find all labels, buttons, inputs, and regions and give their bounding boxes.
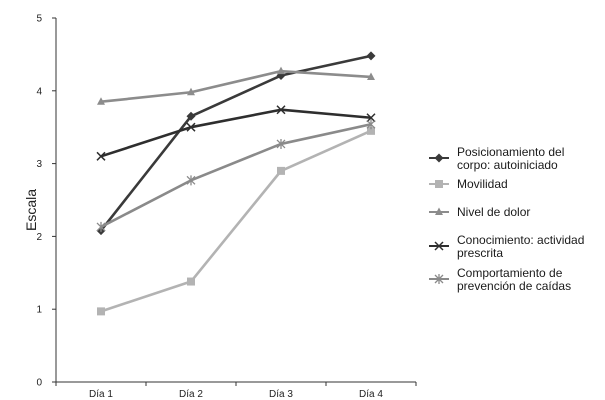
data-point xyxy=(277,66,285,75)
data-point xyxy=(276,138,286,149)
data-point xyxy=(366,113,376,123)
legend-item-2: Movilidad xyxy=(429,177,508,191)
legend-label: Conocimiento: actividad xyxy=(457,233,584,247)
data-point xyxy=(96,221,106,232)
chart-axes: 0 1 2 3 4 5 Día 1 Día 2 Día 3 Día 4 xyxy=(36,14,417,400)
data-point xyxy=(187,87,195,96)
y-tick-label: 2 xyxy=(36,232,42,243)
legend-label: Comportamiento de xyxy=(457,266,563,280)
series-5 xyxy=(96,119,376,232)
y-tick-label: 5 xyxy=(36,14,42,25)
data-point xyxy=(96,151,106,161)
data-point xyxy=(186,111,196,121)
series-line xyxy=(100,123,372,229)
data-point xyxy=(366,51,376,61)
series-line xyxy=(100,69,372,104)
data-point xyxy=(277,166,285,175)
data-point xyxy=(367,126,375,135)
y-tick-label: 3 xyxy=(36,159,42,170)
y-tick-label: 1 xyxy=(36,305,42,316)
legend-label: prevención de caídas xyxy=(457,279,571,293)
data-point xyxy=(97,307,105,316)
series-line xyxy=(100,129,372,313)
series-3 xyxy=(97,66,375,105)
y-axis-label-group: Escala xyxy=(23,189,39,231)
data-point xyxy=(276,105,286,115)
legend-swatch-marker xyxy=(434,153,444,163)
legend-swatch-marker xyxy=(435,207,443,215)
x-tick-label: Día 3 xyxy=(269,389,293,400)
data-point xyxy=(186,175,196,186)
y-tick-label: 4 xyxy=(36,86,42,97)
legend-label: Movilidad xyxy=(457,177,508,191)
data-point xyxy=(187,277,195,286)
x-tick-label: Día 2 xyxy=(179,389,203,400)
series-line xyxy=(100,108,372,158)
data-point xyxy=(367,72,375,80)
legend-label: Nivel de dolor xyxy=(457,205,530,219)
y-axis-label: Escala xyxy=(23,189,39,231)
legend-swatch-marker xyxy=(434,241,444,251)
legend-swatch-marker xyxy=(434,274,444,284)
data-point xyxy=(97,97,105,105)
series-2 xyxy=(97,126,375,316)
legend-swatch-marker xyxy=(435,180,443,188)
legend-label: Posicionamiento del xyxy=(457,145,564,159)
data-point xyxy=(366,119,376,130)
y-tick-label: 0 xyxy=(36,378,42,389)
legend-item-3: Nivel de dolor xyxy=(429,205,530,219)
data-point xyxy=(186,122,196,132)
x-tick-label: Día 4 xyxy=(359,389,383,400)
legend-label: corpo: autoiniciado xyxy=(457,158,558,172)
chart-series xyxy=(96,51,376,316)
x-tick-label: Día 1 xyxy=(89,389,113,400)
series-line xyxy=(99,54,372,232)
series-4 xyxy=(96,105,376,161)
legend-label: prescrita xyxy=(457,246,503,260)
